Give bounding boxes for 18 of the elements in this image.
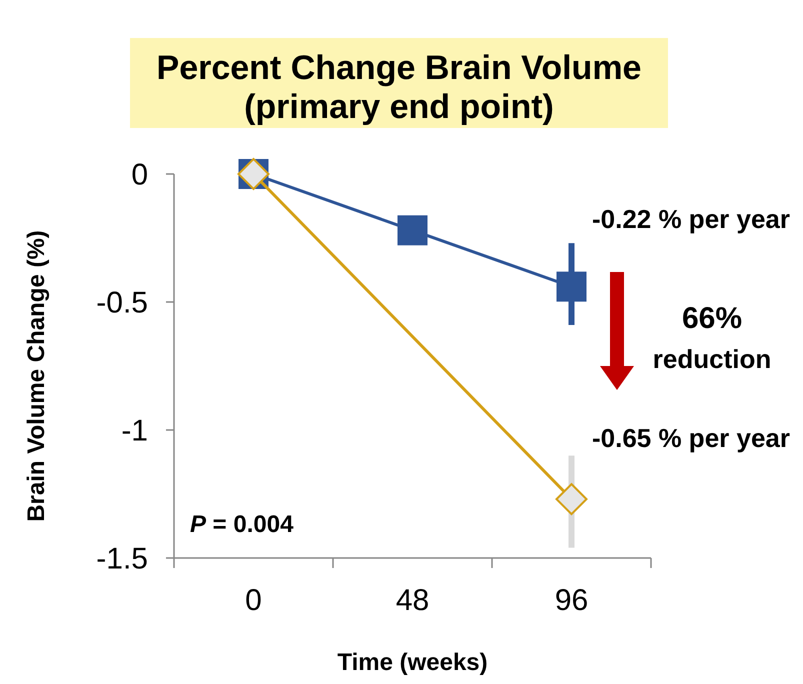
chart-title: Percent Change Brain Volume: [156, 49, 642, 87]
y-axis-title: Brain Volume Change (%): [23, 230, 50, 522]
x-tick-label: 48: [396, 584, 430, 617]
x-tick-label: 96: [554, 584, 588, 617]
x-tick-label: 0: [245, 584, 262, 617]
y-tick-label: -0.5: [96, 286, 148, 320]
annotation: -0.22 % per year: [592, 204, 790, 234]
y-tick-label: 0: [131, 158, 148, 192]
chart-subtitle: (primary end point): [244, 88, 554, 126]
y-tick-label: -1: [121, 414, 148, 448]
point: [398, 215, 428, 246]
annotation: P = 0.004: [190, 511, 294, 538]
text: reduction: [652, 344, 772, 374]
annotation: -0.65 % per year: [592, 423, 790, 453]
y-tick-label: -1.5: [96, 542, 148, 576]
x-axis-title: Time (weeks): [337, 649, 488, 676]
point: [556, 272, 586, 302]
text: 66%: [682, 302, 742, 335]
